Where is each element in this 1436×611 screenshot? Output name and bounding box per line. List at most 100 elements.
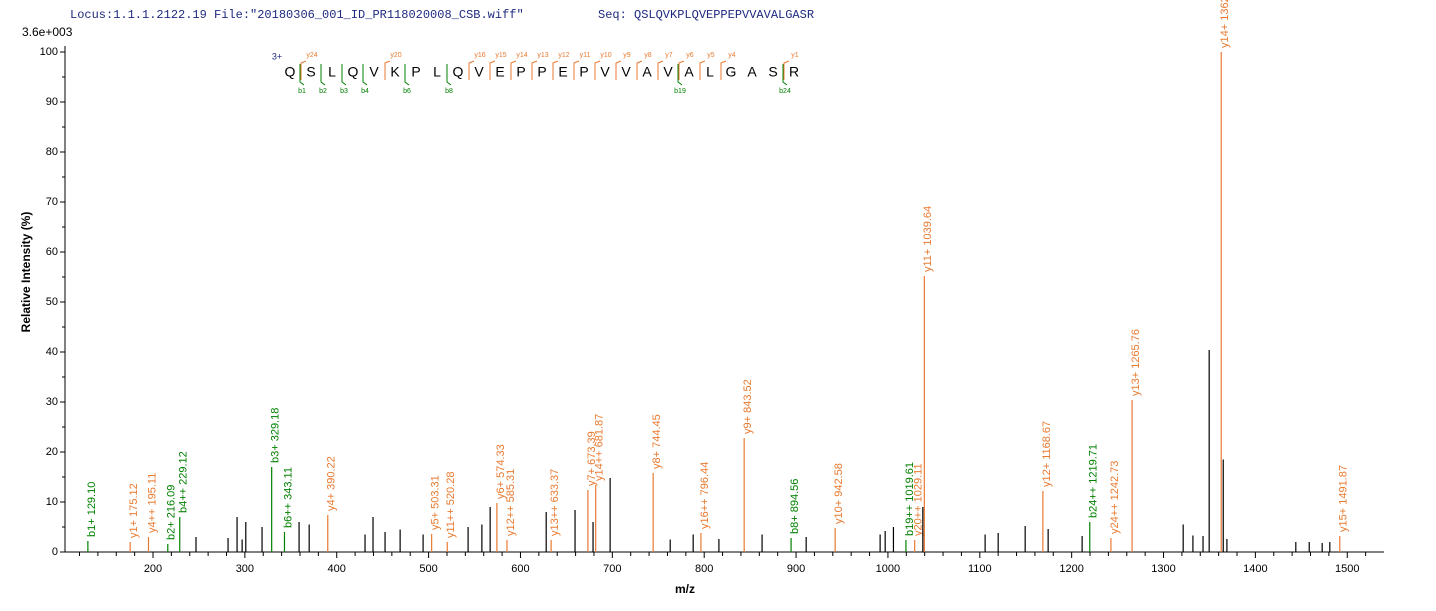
peak-label: b4++ 229.12 — [178, 451, 190, 513]
peak-label: y4++ 195.11 — [146, 473, 158, 533]
y-bracket — [384, 60, 391, 80]
x-tick-label: 500 — [419, 563, 437, 575]
y-fragment: y11 — [580, 52, 591, 59]
y-fragment: y5 — [707, 52, 715, 59]
peak-label: b8+ 894.56 — [789, 479, 801, 534]
y-fragment: y13 — [537, 52, 548, 59]
y-fragment: y15 — [495, 52, 506, 59]
peak-label: y11+ 1039.64 — [922, 206, 934, 272]
y-bracket — [720, 60, 727, 80]
peak-label: y12+ 1168.67 — [1041, 421, 1053, 487]
y-bracket — [468, 60, 475, 80]
peak-label: y24++ 1242.73 — [1109, 461, 1121, 534]
residue: Q — [453, 64, 464, 80]
y-fragment: y6 — [686, 52, 694, 59]
peak-label: y8+ 744.45 — [651, 414, 663, 469]
y-fragment: y4 — [728, 52, 736, 59]
residue: L — [433, 64, 441, 80]
y-fragment: y7 — [665, 52, 673, 59]
b-fragment: b4 — [361, 88, 369, 95]
residue: V — [663, 64, 673, 80]
x-tick-label: 200 — [144, 563, 162, 575]
scale-label: 3.6e+003 — [22, 25, 73, 39]
peak-label: y14+ 1362.79 — [1219, 0, 1231, 48]
b-fragment: b8 — [445, 88, 453, 95]
x-tick-label: 900 — [787, 563, 805, 575]
residue: L — [706, 64, 714, 80]
y-bracket — [510, 60, 517, 80]
x-tick-label: 1000 — [876, 563, 900, 575]
y-tick-label: 70 — [46, 196, 58, 208]
residue: A — [684, 64, 694, 80]
peak-label: y9+ 843.52 — [742, 379, 754, 434]
peak-label: y13+ 1265.76 — [1130, 329, 1142, 396]
peak-label: y12++ 585.31 — [505, 469, 517, 536]
peak-label: y15+ 1491.87 — [1338, 465, 1350, 532]
peak-label: y5+ 503.31 — [430, 475, 442, 530]
y-tick-label: 0 — [52, 546, 58, 558]
y-fragment: y8 — [644, 52, 652, 59]
y-axis-label: Relative Intensity (%) — [19, 212, 33, 333]
y-fragment: y14 — [516, 52, 527, 59]
peak-label: b1+ 129.10 — [86, 482, 98, 537]
peak-label: y20++ 1029.11 — [913, 463, 925, 536]
x-tick-label: 1300 — [1151, 563, 1175, 575]
peak-label: b6++ 343.11 — [282, 467, 294, 528]
residue: G — [726, 64, 737, 80]
y-tick-label: 90 — [46, 96, 58, 108]
residue: P — [411, 64, 420, 80]
peak-label: y11++ 520.28 — [445, 472, 457, 538]
y-tick-label: 10 — [46, 496, 58, 508]
residue: P — [579, 64, 588, 80]
y-fragment: y10 — [600, 52, 611, 59]
b-fragment: b3 — [340, 88, 348, 95]
residue: A — [747, 64, 757, 80]
y-fragment: y12 — [558, 52, 569, 59]
peak-label: b2+ 216.09 — [166, 485, 178, 540]
y-tick-label: 40 — [46, 346, 58, 358]
residue: Q — [348, 64, 359, 80]
peak-label: y4+ 390.22 — [326, 456, 338, 511]
y-bracket — [300, 60, 307, 80]
x-tick-label: 1400 — [1243, 563, 1267, 575]
residue: S — [306, 64, 315, 80]
residue: Q — [285, 64, 296, 80]
y-tick-label: 30 — [46, 396, 58, 408]
b-bracket — [299, 64, 305, 86]
y-tick-label: 20 — [46, 446, 58, 458]
y-fragment: y24 — [306, 52, 317, 59]
residue: L — [328, 64, 336, 80]
y-bracket — [699, 60, 706, 80]
residue: A — [642, 64, 652, 80]
x-tick-label: 1100 — [968, 563, 992, 575]
peak-label: y1+ 175.12 — [128, 483, 140, 538]
x-tick-label: 400 — [328, 563, 346, 575]
charge-label: 3+ — [272, 51, 282, 61]
residue: E — [495, 64, 504, 80]
y-bracket — [594, 60, 601, 80]
y-bracket — [636, 60, 643, 80]
y-tick-label: 80 — [46, 146, 58, 158]
peak-label: y6+ 574.33 — [495, 444, 507, 499]
b-bracket — [341, 64, 347, 86]
b-bracket — [446, 64, 452, 86]
residue: V — [369, 64, 379, 80]
y-tick-label: 60 — [46, 246, 58, 258]
b-fragment: b1 — [298, 88, 306, 95]
y-bracket — [552, 60, 559, 80]
x-tick-label: 800 — [695, 563, 713, 575]
peak-label: y10+ 942.58 — [833, 463, 845, 524]
residue: V — [600, 64, 610, 80]
y-tick-label: 100 — [40, 46, 58, 58]
y-fragment: y20 — [390, 52, 401, 59]
b-bracket — [677, 64, 683, 86]
b-fragment: b6 — [403, 88, 411, 95]
residue: K — [390, 64, 400, 80]
x-tick-label: 700 — [603, 563, 621, 575]
header: Locus:1.1.1.2122.19 File:"20180306_001_I… — [70, 8, 524, 22]
residue: R — [789, 64, 799, 80]
residue: P — [537, 64, 546, 80]
y-bracket — [573, 60, 580, 80]
residue: P — [516, 64, 525, 80]
